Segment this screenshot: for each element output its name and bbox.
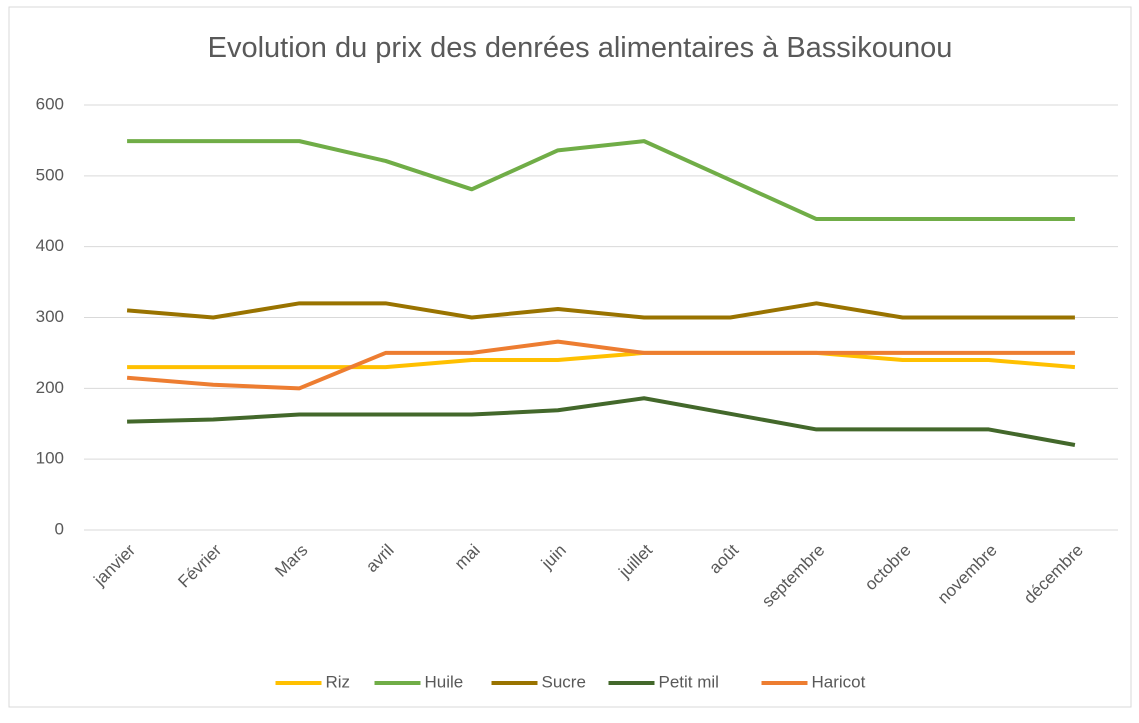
legend-label: Haricot	[812, 672, 866, 691]
series-line	[126, 339, 1075, 391]
y-tick-label: 200	[36, 378, 64, 397]
y-tick-label: 300	[36, 307, 64, 326]
chart-title: Evolution du prix des denrées alimentair…	[208, 32, 953, 64]
legend-label: Sucre	[542, 672, 586, 691]
series-line	[127, 139, 1075, 222]
y-tick-label: 400	[36, 236, 64, 255]
series-line	[126, 301, 1075, 320]
y-tick-label: 0	[55, 519, 64, 538]
legend-label: Huile	[425, 672, 464, 691]
y-tick-label: 100	[36, 449, 64, 468]
y-tick-label: 600	[36, 94, 64, 113]
series-line	[127, 350, 1076, 370]
series-line	[127, 396, 1076, 447]
legend-label: Petit mil	[659, 672, 719, 691]
legend-label: Riz	[326, 672, 351, 691]
y-tick-label: 500	[36, 165, 64, 184]
